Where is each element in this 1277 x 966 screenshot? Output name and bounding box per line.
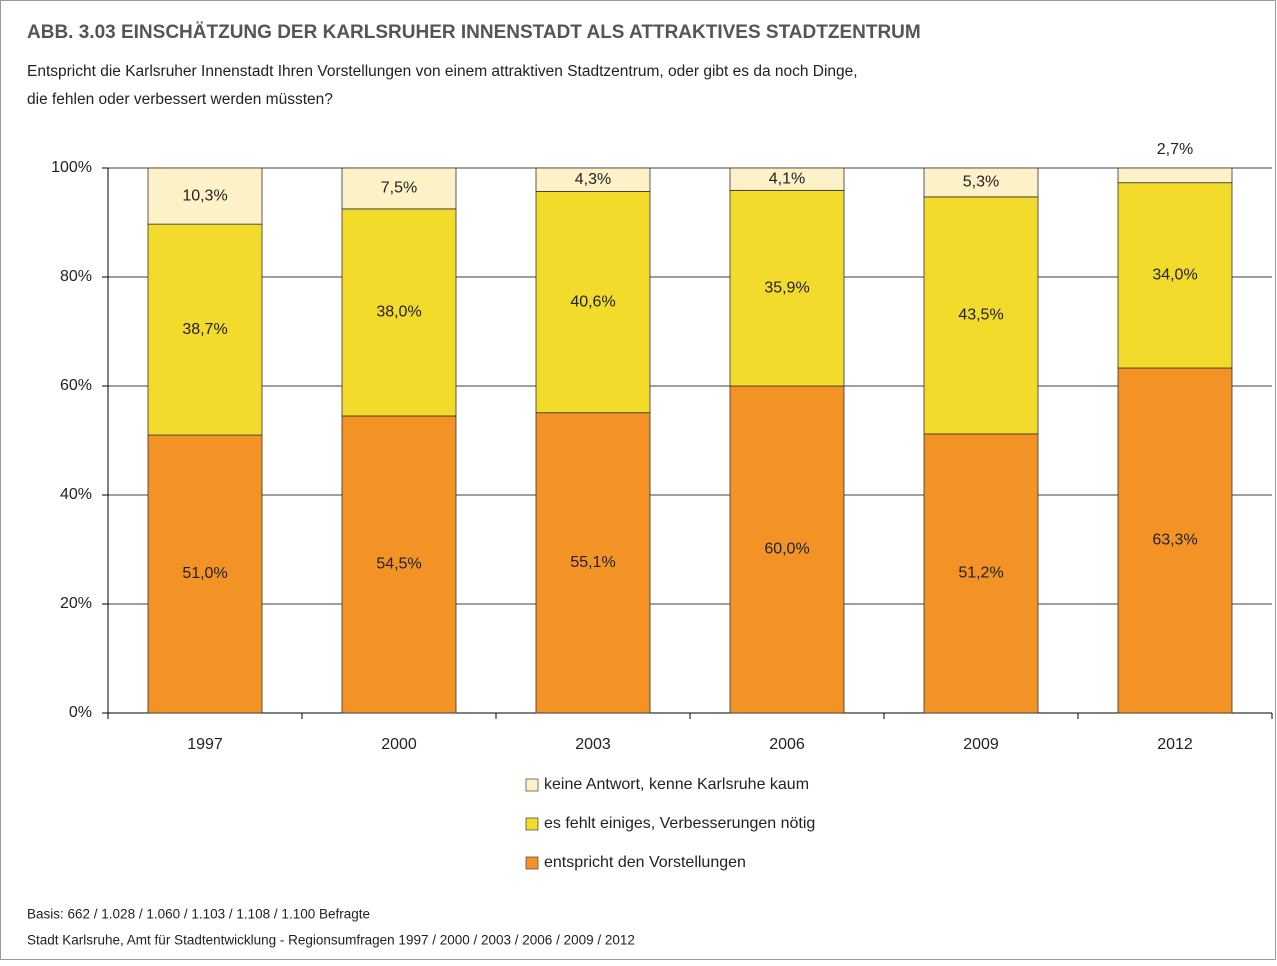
data-label: 63,3% — [1152, 532, 1197, 549]
data-label: 54,5% — [376, 556, 421, 573]
data-label: 35,9% — [764, 279, 809, 296]
bar-segment — [535, 167, 651, 192]
subtitle: Entspricht die Karlsruher Innenstadt Ihr… — [27, 63, 858, 80]
bar-segment — [147, 167, 263, 225]
x-tick-label: 2006 — [769, 736, 805, 753]
data-label: 51,2% — [958, 565, 1003, 582]
data-label: 4,3% — [575, 171, 611, 188]
data-label: 43,5% — [958, 307, 1003, 324]
footnote: Basis: 662 / 1.028 / 1.060 / 1.103 / 1.1… — [27, 907, 370, 922]
y-tick-label: 0% — [69, 704, 92, 721]
y-tick-label: 100% — [51, 159, 92, 176]
x-tick-label: 2003 — [575, 736, 611, 753]
x-tick-label: 2012 — [1157, 736, 1193, 753]
x-tick-label: 2009 — [963, 736, 999, 753]
data-label: 5,3% — [963, 174, 999, 191]
data-label: 40,6% — [570, 293, 615, 310]
bar-segment — [729, 385, 845, 714]
data-label: 55,1% — [570, 554, 615, 571]
legend-label: keine Antwort, kenne Karlsruhe kaum — [544, 776, 809, 793]
bar-segment — [341, 415, 457, 714]
bar-segment — [341, 208, 457, 417]
bar-segment — [729, 189, 845, 387]
legend-swatch — [525, 817, 539, 831]
legend-swatch — [525, 856, 539, 870]
bar-segment — [147, 223, 263, 436]
data-label: 7,5% — [381, 180, 417, 197]
chart-title: ABB. 3.03 EINSCHÄTZUNG DER KARLSRUHER IN… — [27, 22, 921, 43]
x-tick-label: 2000 — [381, 736, 417, 753]
bar-segment — [1117, 167, 1233, 184]
bar-segment — [147, 434, 263, 714]
legend-swatch — [525, 778, 539, 792]
legend-label: entspricht den Vorstellungen — [544, 854, 746, 871]
data-label: 4,1% — [769, 170, 805, 187]
bar-segment — [341, 167, 457, 210]
y-tick-label: 40% — [60, 486, 92, 503]
data-label: 10,3% — [182, 187, 227, 204]
bar-segment — [1117, 367, 1233, 714]
bar-segment — [923, 167, 1039, 198]
bar-segment — [729, 167, 845, 191]
x-tick-label: 1997 — [187, 736, 223, 753]
bar-segment — [923, 196, 1039, 435]
y-tick-label: 20% — [60, 595, 92, 612]
data-label: 2,7% — [1157, 141, 1193, 158]
data-label: 38,7% — [182, 321, 227, 338]
y-tick-label: 80% — [60, 268, 92, 285]
data-label: 60,0% — [764, 541, 809, 558]
footnote: Stadt Karlsruhe, Amt für Stadtentwicklun… — [27, 933, 635, 948]
data-label: 34,0% — [1152, 267, 1197, 284]
data-label: 51,0% — [182, 565, 227, 582]
data-label: 38,0% — [376, 304, 421, 321]
legend-label: es fehlt einiges, Verbesserungen nötig — [544, 815, 815, 832]
bar-segment — [535, 191, 651, 414]
y-tick-label: 60% — [60, 377, 92, 394]
bar-segment — [1117, 182, 1233, 369]
bar-segment — [535, 412, 651, 714]
subtitle: die fehlen oder verbessert werden müsste… — [27, 91, 333, 108]
